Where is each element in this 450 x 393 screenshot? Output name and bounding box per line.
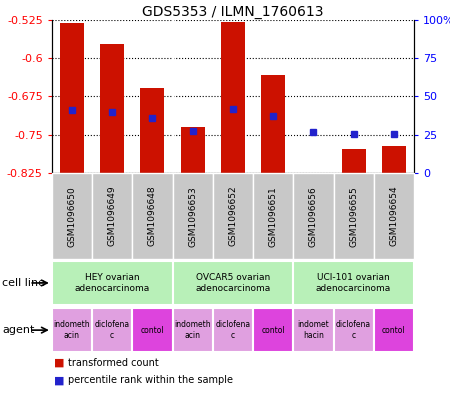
Bar [293,308,333,352]
Bar [172,308,213,352]
Text: indometh
acin: indometh acin [174,320,211,340]
Text: OVCAR5 ovarian
adenocarcinoma: OVCAR5 ovarian adenocarcinoma [195,273,270,293]
Bar [92,173,132,259]
Bar [132,308,172,352]
Bar [374,173,414,259]
Text: percentile rank within the sample: percentile rank within the sample [68,375,233,385]
Text: GSM1096653: GSM1096653 [188,186,197,246]
Bar [221,22,245,173]
Bar [333,173,374,259]
Title: GDS5353 / ILMN_1760613: GDS5353 / ILMN_1760613 [142,5,324,18]
Bar [60,23,84,173]
Bar [172,261,293,305]
Text: cell line: cell line [2,278,45,288]
Bar [253,308,293,352]
Text: indomet
hacin: indomet hacin [297,320,329,340]
Text: contol: contol [261,326,285,334]
Bar [92,308,132,352]
Text: GSM1096654: GSM1096654 [389,186,398,246]
Bar [132,173,172,259]
Bar [172,173,213,259]
Bar [333,308,374,352]
Text: GSM1096650: GSM1096650 [68,186,76,246]
Bar [140,88,164,173]
Bar [382,146,406,173]
Bar [213,308,253,352]
Bar [253,173,293,259]
Bar [100,44,124,173]
Text: indometh
acin: indometh acin [54,320,90,340]
Text: HEY ovarian
adenocarcinoma: HEY ovarian adenocarcinoma [75,273,150,293]
Text: GSM1096651: GSM1096651 [269,186,278,246]
Bar [52,308,92,352]
Bar [52,173,92,259]
Text: diclofena
c: diclofena c [336,320,371,340]
Text: GSM1096656: GSM1096656 [309,186,318,246]
Bar [261,75,285,173]
Text: transformed count: transformed count [68,358,158,367]
Text: GSM1096648: GSM1096648 [148,186,157,246]
Text: UCI-101 ovarian
adenocarcinoma: UCI-101 ovarian adenocarcinoma [316,273,391,293]
Text: GSM1096652: GSM1096652 [228,186,238,246]
Bar [342,149,366,173]
Bar [374,308,414,352]
Bar [180,127,205,173]
Bar [213,173,253,259]
Bar [293,261,414,305]
Text: agent: agent [2,325,35,335]
Text: ■: ■ [54,358,64,367]
Text: contol: contol [382,326,406,334]
Bar [293,173,333,259]
Text: diclofena
c: diclofena c [94,320,130,340]
Bar [52,261,172,305]
Text: ■: ■ [54,375,64,385]
Text: GSM1096655: GSM1096655 [349,186,358,246]
Text: contol: contol [140,326,164,334]
Text: GSM1096649: GSM1096649 [108,186,117,246]
Text: diclofena
c: diclofena c [215,320,251,340]
